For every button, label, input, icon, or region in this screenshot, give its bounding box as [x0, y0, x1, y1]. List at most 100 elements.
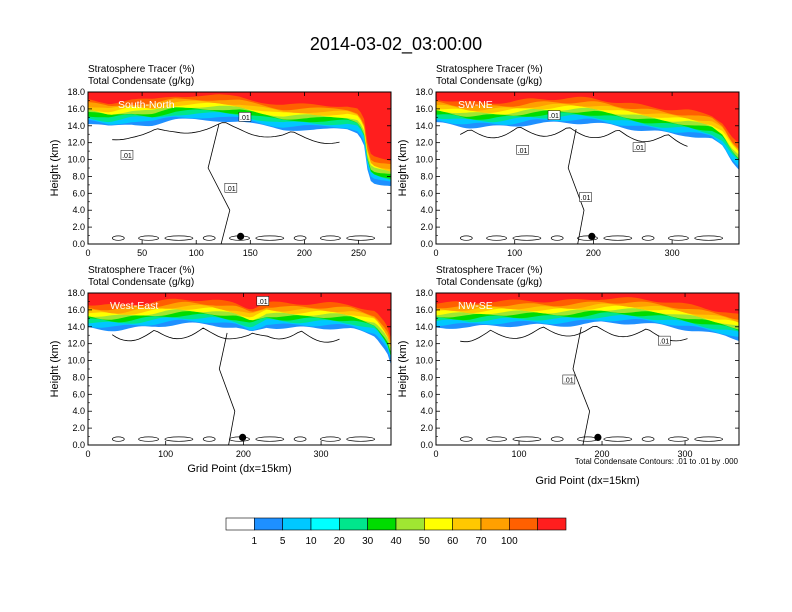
- x-axis-label: Grid Point (dx=15km): [187, 463, 291, 475]
- y-tick-label: 16.0: [67, 104, 85, 114]
- contour-footnote: Total Condensate Contours: .01 to .01 by…: [575, 457, 739, 466]
- condensate-contours: [111, 122, 376, 244]
- colorbar-box: [509, 517, 538, 531]
- y-tick-label: 18.0: [67, 288, 85, 298]
- y-axis-label: Height (km): [49, 140, 61, 197]
- contour-blob: [550, 235, 564, 241]
- y-tick-label: 14.0: [67, 322, 85, 332]
- colorbar-label: 1: [252, 536, 258, 547]
- condensate-contours: [459, 126, 724, 244]
- x-tick-label: 100: [189, 248, 204, 258]
- contour-blob: [293, 235, 307, 241]
- contour-blob: [202, 235, 216, 241]
- y-tick-label: 12.0: [415, 339, 433, 349]
- contour-label: .01: [240, 115, 250, 122]
- y-tick-label: 10.0: [67, 356, 85, 366]
- y-tick-label: 4.0: [420, 205, 433, 215]
- x-tick-label: 300: [678, 449, 693, 459]
- contour-blob: [459, 235, 473, 241]
- tracer-band: [88, 92, 391, 162]
- colorbar: 1 5 10 20 30 40 50 60 70 100: [225, 517, 567, 547]
- colorbar-label: 50: [419, 536, 431, 547]
- contour-label: .01: [226, 186, 236, 193]
- y-axis-label: Height (km): [49, 341, 61, 398]
- condensate-contours: [111, 327, 376, 445]
- x-tick-label: 300: [314, 449, 329, 459]
- y-tick-label: 6.0: [420, 188, 433, 198]
- contour-line: [460, 325, 688, 343]
- colorbar-label: 70: [475, 536, 487, 547]
- contour-blob: [320, 436, 341, 442]
- colorbar-box: [339, 517, 368, 531]
- contour-label-box: [579, 192, 592, 202]
- panel-header-line1: Stratosphere Tracer (%): [88, 64, 195, 75]
- y-tick-label: 0.0: [420, 440, 433, 450]
- colorbar-box: [254, 517, 283, 531]
- x-tick-label: 200: [236, 449, 251, 459]
- panel-header-line2: Total Condensate (g/kg): [88, 277, 194, 288]
- colorbar-box: [537, 517, 567, 531]
- contour-label: .01: [581, 195, 591, 202]
- contour-label: .01: [122, 153, 132, 160]
- panel-header-line2: Total Condensate (g/kg): [436, 277, 542, 288]
- colorbar-box: [367, 517, 397, 531]
- contour-blob: [603, 235, 633, 241]
- x-tick-label: 250: [351, 248, 366, 258]
- y-tick-label: 12.0: [415, 138, 433, 148]
- y-tick-label: 14.0: [415, 322, 433, 332]
- x-tick-label: 0: [85, 248, 90, 258]
- y-tick-label: 18.0: [67, 87, 85, 97]
- panel-label: NW-SE: [458, 300, 493, 312]
- y-tick-label: 8.0: [420, 171, 433, 181]
- y-axis-label: Height (km): [397, 341, 409, 398]
- y-tick-label: 8.0: [420, 372, 433, 382]
- tracer-band: [436, 92, 739, 144]
- colorbar-box: [310, 517, 340, 531]
- y-tick-label: 4.0: [72, 406, 85, 416]
- colorbar-box: [480, 517, 510, 531]
- contour-blob: [550, 436, 564, 442]
- contour-label-box: [256, 296, 270, 306]
- contour-label: .01: [564, 377, 574, 384]
- y-tick-label: 2.0: [420, 222, 433, 232]
- y-tick-label: 8.0: [72, 171, 85, 181]
- contour-blob: [164, 436, 194, 442]
- x-axis-label: Grid Point (dx=15km): [535, 475, 639, 487]
- contour-blob: [694, 235, 724, 241]
- panel-header-line2: Total Condensate (g/kg): [436, 76, 542, 87]
- contour-blob: [486, 436, 507, 442]
- x-tick-label: 150: [243, 248, 258, 258]
- colorbar-box: [424, 517, 453, 531]
- x-tick-label: 300: [665, 248, 680, 258]
- colorbar-box: [282, 517, 312, 531]
- panel-label: SW-NE: [458, 99, 493, 111]
- contour-label-box: [632, 142, 646, 152]
- contour-line: [460, 126, 688, 147]
- contour-blob: [486, 235, 507, 241]
- y-tick-label: 0.0: [72, 239, 85, 249]
- contour-line: [112, 122, 340, 144]
- panel-header-line2: Total Condensate (g/kg): [88, 76, 194, 87]
- contour-label-box: [120, 150, 134, 160]
- x-tick-label: 200: [586, 248, 601, 258]
- contour-blob: [577, 235, 598, 241]
- contour-label-box: [658, 335, 671, 346]
- panel-label: West-East: [110, 300, 158, 312]
- y-tick-label: 10.0: [415, 356, 433, 366]
- location-marker: [239, 433, 247, 441]
- x-tick-label: 50: [137, 248, 147, 258]
- colorbar-label: 10: [305, 536, 317, 547]
- y-tick-label: 16.0: [67, 305, 85, 315]
- y-tick-label: 10.0: [415, 155, 433, 165]
- y-tick-label: 18.0: [415, 87, 433, 97]
- panel-south-north: Stratosphere Tracer (%)Total Condensate …: [49, 64, 392, 258]
- contour-label: .01: [659, 339, 669, 346]
- x-tick-label: 100: [158, 449, 173, 459]
- contour-blob: [641, 436, 655, 442]
- y-tick-label: 0.0: [420, 239, 433, 249]
- tracer-band: [436, 293, 739, 314]
- contour-line: [218, 332, 236, 445]
- x-tick-label: 0: [85, 449, 90, 459]
- y-tick-label: 18.0: [415, 288, 433, 298]
